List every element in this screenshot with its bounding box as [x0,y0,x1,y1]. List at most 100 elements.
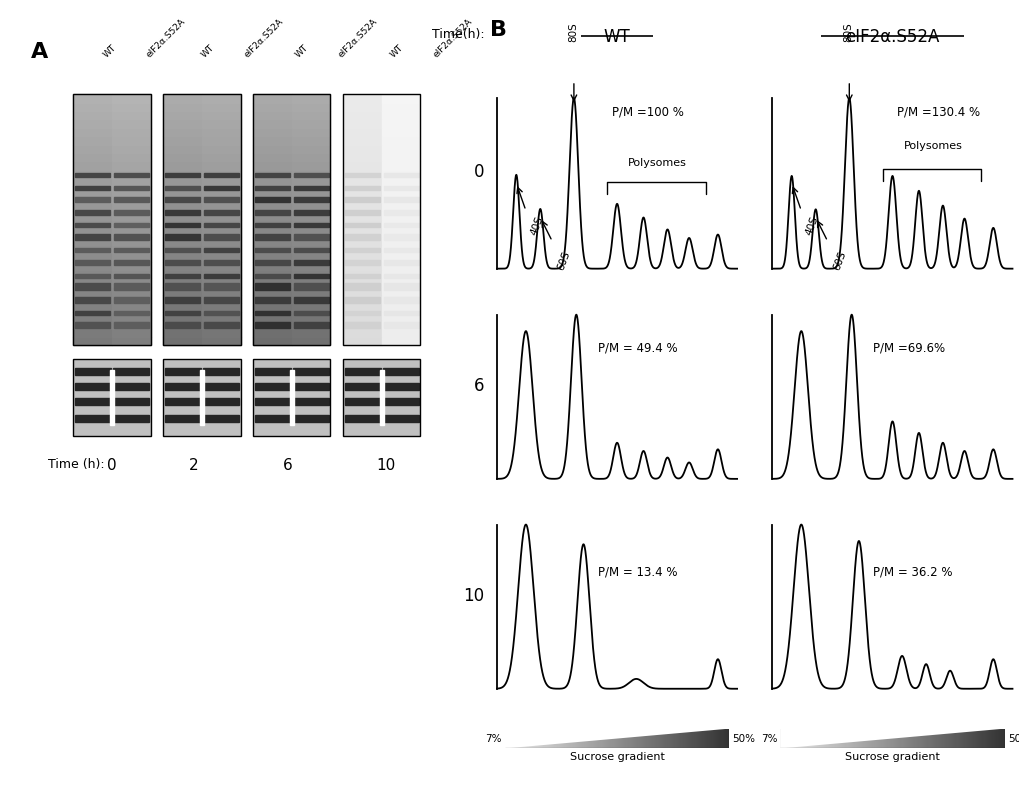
Bar [203,367,239,375]
Bar [648,729,649,748]
Bar [255,297,290,303]
Bar [718,729,719,748]
Bar [113,260,149,265]
Bar [204,297,238,303]
Bar [383,186,419,190]
Bar [202,136,240,145]
Bar [595,729,596,748]
Bar [974,729,975,748]
Bar [687,729,688,748]
Bar [163,94,240,345]
Bar [611,729,612,748]
Bar [202,94,240,103]
Bar [73,261,112,270]
Bar [671,729,672,748]
Bar [524,729,525,748]
Bar [383,415,419,422]
Text: 0: 0 [474,163,484,181]
Bar [589,729,590,748]
Bar [519,729,520,748]
Bar [987,729,988,748]
Bar [73,162,112,169]
Bar [253,136,291,145]
Bar [579,729,580,748]
Text: 6: 6 [474,377,484,395]
Bar [163,253,202,261]
Bar [75,322,110,328]
Bar [603,729,604,748]
Bar [879,729,880,748]
Bar [112,203,151,211]
Bar [291,103,330,111]
Bar [993,729,994,748]
Bar [508,729,511,748]
Bar [343,136,381,145]
Bar [165,173,200,177]
Bar [641,729,642,748]
Bar [547,729,548,748]
Bar [75,297,110,303]
Bar [996,729,997,748]
Text: P/M =100 %: P/M =100 % [611,105,684,118]
Bar [695,729,696,748]
Bar [552,729,553,748]
Bar [202,103,240,111]
Bar [383,197,419,202]
Bar [703,729,704,748]
Bar [984,729,985,748]
Bar [291,169,330,178]
Bar [381,237,420,245]
Bar [253,153,291,162]
Bar [839,729,840,748]
Bar [164,383,201,390]
Bar [204,197,238,202]
Bar [907,729,909,748]
Text: WT: WT [603,28,630,46]
Bar [933,729,934,748]
Text: eIF2α.S52A: eIF2α.S52A [243,17,285,59]
Bar [381,337,420,345]
Bar [681,729,682,748]
Bar [544,729,545,748]
Bar [649,729,650,748]
Bar [344,310,380,315]
Bar [631,729,632,748]
Bar [73,360,151,436]
Bar [927,729,928,748]
Bar [381,320,420,329]
Bar [381,203,420,211]
Bar [686,729,687,748]
Bar [164,398,201,406]
Bar [202,312,240,320]
Bar [343,237,381,245]
Bar [202,237,240,245]
Bar [941,729,942,748]
Bar [343,337,381,345]
Bar [531,729,532,748]
Bar [255,260,290,265]
Bar [73,295,112,303]
Bar [642,729,643,748]
Bar [383,383,419,390]
Bar [840,729,842,748]
Bar [518,729,519,748]
Bar [381,270,420,279]
Text: WT: WT [293,43,310,59]
Bar [861,729,862,748]
Bar [977,729,978,748]
Bar [253,245,291,253]
Bar [997,729,999,748]
Bar [804,729,805,748]
Bar [574,729,575,748]
Bar [1002,729,1003,748]
Bar [538,729,539,748]
Bar [112,220,151,228]
Bar [291,195,330,203]
Bar [639,729,640,748]
Bar [972,729,973,748]
Text: WT: WT [388,43,405,59]
Bar [113,310,149,315]
Bar [548,729,549,748]
Bar [873,729,874,748]
Bar [112,145,151,153]
